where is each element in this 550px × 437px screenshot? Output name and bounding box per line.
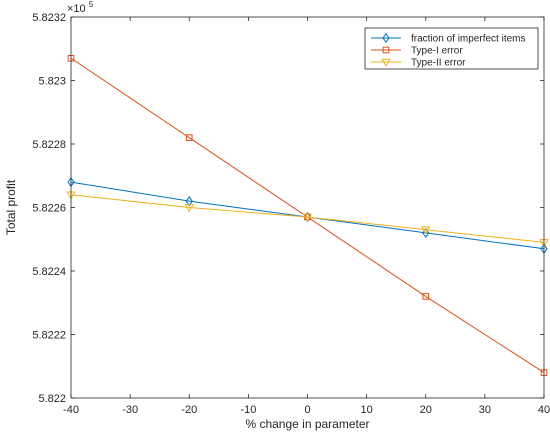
y-exponent-base: ×10 bbox=[67, 3, 86, 15]
x-tick-label: -20 bbox=[181, 404, 197, 416]
data-point bbox=[422, 293, 430, 300]
y-tick-label: 5.8228 bbox=[32, 139, 66, 151]
data-point bbox=[302, 213, 313, 222]
plot-area bbox=[71, 17, 544, 398]
y-axis-label: Total profit bbox=[4, 179, 18, 235]
x-tick-label: 0 bbox=[304, 404, 310, 416]
legend-item-1: fraction of imperfect items bbox=[371, 32, 525, 45]
series-group bbox=[66, 54, 549, 376]
legend-marker bbox=[382, 46, 390, 54]
y-tick-label: 5.8224 bbox=[32, 266, 66, 278]
x-axis-label: % change in parameter bbox=[245, 417, 369, 431]
legend-marker bbox=[381, 58, 391, 67]
y-exponent-label: ×10 5 bbox=[67, 0, 94, 15]
legend-label: Type-I error bbox=[411, 46, 463, 57]
x-tick-label: -30 bbox=[122, 404, 138, 416]
y-tick-label: 5.823 bbox=[38, 76, 66, 88]
legend-label: Type-II error bbox=[411, 58, 466, 69]
x-tick-label: 20 bbox=[420, 404, 432, 416]
y-tick-label: 5.8232 bbox=[32, 12, 66, 24]
y-tick-label: 5.8222 bbox=[32, 330, 66, 342]
x-tick-label: -40 bbox=[63, 404, 79, 416]
data-point bbox=[421, 226, 431, 235]
plot-background bbox=[71, 17, 544, 398]
data-point bbox=[185, 134, 193, 141]
x-tick-label: 40 bbox=[538, 404, 550, 416]
legend-item-3: Type-II error bbox=[371, 58, 466, 69]
legend-item-2: Type-I error bbox=[371, 46, 463, 57]
data-point bbox=[422, 227, 430, 238]
x-tick-label: 30 bbox=[479, 404, 491, 416]
x-tick-label: 10 bbox=[361, 404, 373, 416]
y-exponent-power: 5 bbox=[89, 0, 94, 9]
data-point bbox=[184, 204, 194, 213]
legend-label: fraction of imperfect items bbox=[411, 34, 525, 45]
legend-marker bbox=[382, 32, 390, 44]
axes-group: -40 -30 -20 -10 0 10 20 30 40 5.822 5.8222 5.8224 5.… bbox=[32, 12, 550, 416]
y-tick-label: 5.8226 bbox=[32, 203, 66, 215]
x-tick-label: -10 bbox=[240, 404, 256, 416]
data-point bbox=[185, 196, 193, 207]
series-line-3 bbox=[70, 194, 545, 243]
y-tick-label: 5.822 bbox=[38, 393, 66, 405]
